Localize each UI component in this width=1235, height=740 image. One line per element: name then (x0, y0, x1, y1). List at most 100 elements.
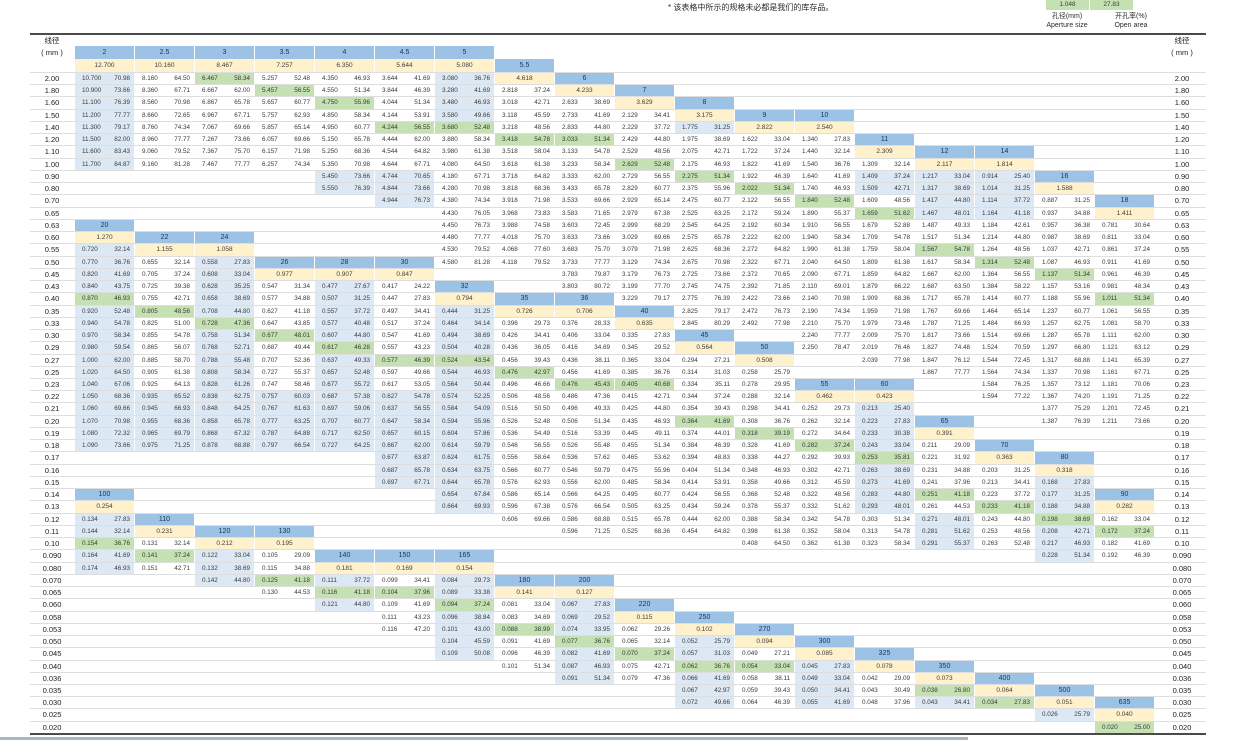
spec-cell-mesh65-d0.11: 0.281 51.62 (915, 525, 974, 538)
spec-cell-mesh35-d0.25: 0.476 42.97 (495, 366, 554, 378)
open-area-value: 74.58 (534, 221, 550, 229)
mesh-header-12: 12 (915, 146, 974, 158)
open-area-value: 61.38 (174, 368, 190, 376)
spec-cell-mesh28-d0.35: 0.557 37.72 (315, 305, 374, 317)
spec-cell-mesh20-d0.25: 1.020 64.50 (75, 366, 134, 378)
open-area-value: 70.98 (474, 185, 490, 193)
spec-cell-mesh14-d0.40: 1.414 60.77 (975, 293, 1034, 304)
aperture-value: 2.192 (742, 221, 758, 229)
aperture-value: 2.529 (622, 148, 638, 156)
spec-cell-mesh3-d1.40: 7.067 69.66 (195, 122, 254, 133)
aperture-value: 0.667 (382, 442, 398, 450)
aperture-value: 1.157 (1042, 283, 1058, 291)
open-area-value: 64.50 (774, 540, 790, 548)
open-area-value: 75.70 (534, 234, 550, 242)
aperture-value: 1.137 (1042, 270, 1058, 278)
pitch-cell-16: 1.588 (1035, 183, 1094, 195)
aperture-value: 0.594 (442, 417, 458, 425)
spec-cell-mesh8-d0.80: 2.375 55.96 (675, 183, 734, 194)
pitch-cell-110: 0.231 (135, 525, 194, 538)
open-area-value: 37.24 (774, 148, 790, 156)
open-area-value: 27.21 (774, 650, 790, 658)
spec-cell-mesh22-d0.20: 0.955 68.36 (135, 415, 194, 427)
aperture-value: 0.788 (202, 356, 218, 364)
open-area-value: 76.39 (714, 295, 730, 303)
aperture-value: 5.150 (322, 136, 338, 144)
spec-cell-mesh50-d0.20: 0.308 36.76 (735, 416, 794, 427)
spec-cell-mesh60-d0.18: 0.243 33.04 (855, 440, 914, 452)
aperture-value: 0.925 (142, 381, 158, 388)
spec-cell-mesh11-d0.90: 1.409 37.24 (855, 170, 914, 183)
spec-cell-mesh18-d0.43: 0.981 48.34 (1095, 281, 1154, 292)
pitch-cell-12: 2.117 (915, 158, 974, 170)
aperture-value: 0.861 (1102, 246, 1118, 254)
open-area-value: 64.88 (294, 429, 310, 437)
spec-cell-mesh65-d0.13: 0.261 44.53 (915, 501, 974, 512)
open-area-value: 53.62 (654, 454, 670, 462)
open-area-value: 53.91 (414, 111, 430, 119)
aperture-value: 2.833 (562, 123, 578, 131)
row-line (30, 194, 1206, 196)
open-area-value: 56.07 (174, 344, 190, 352)
spec-cell-mesh5.5-d1.40: 3.218 48.56 (495, 122, 554, 133)
row-line (30, 84, 1206, 86)
open-area-value: 61.38 (774, 527, 790, 535)
aperture-value: 0.141 (142, 552, 158, 560)
open-area-value: 72.45 (1014, 356, 1030, 364)
open-area-value: 29.09 (954, 442, 970, 450)
aperture-value: 1.922 (742, 172, 758, 180)
aperture-value: 0.049 (742, 650, 758, 658)
aperture-value: 0.456 (502, 356, 518, 364)
aperture-value: 0.328 (742, 442, 758, 450)
open-area-value: 37.72 (354, 307, 370, 315)
aperture-value: 0.544 (442, 368, 458, 376)
aperture-value: 1.879 (862, 283, 878, 291)
open-area-value: 73.83 (534, 209, 550, 217)
open-area-value: 57.62 (594, 454, 610, 462)
row-line (30, 145, 1206, 147)
aperture-value: 0.034 (982, 699, 998, 707)
aperture-value: 0.144 (82, 527, 98, 535)
spec-cell-mesh36-d0.15: 0.556 62.00 (555, 477, 614, 488)
spec-cell-mesh20-d0.18: 1.090 73.66 (75, 440, 134, 452)
spec-cell-mesh11-d0.27: 2.039 77.98 (855, 355, 914, 366)
aperture-value: 1.011 (1102, 295, 1118, 303)
wire-diameter-label-right: 0.63 (1174, 220, 1190, 230)
aperture-value: 0.858 (202, 417, 218, 425)
open-area-value: 34.88 (1074, 209, 1090, 217)
spec-cell-mesh10-d0.29: 2.250 78.47 (795, 342, 854, 353)
wire-diameter-label-left: 0.35 (44, 306, 60, 316)
spec-cell-mesh11-d0.45: 1.859 64.82 (855, 269, 914, 280)
spec-cell-mesh36-d0.18: 0.526 55.48 (555, 440, 614, 451)
aperture-value: 3.199 (622, 283, 638, 291)
aperture-value: 0.624 (442, 454, 458, 462)
aperture-value: 0.303 (862, 515, 878, 523)
open-area-value: 59.24 (714, 503, 730, 511)
spec-cell-mesh10-d0.70: 1.840 52.48 (795, 195, 854, 207)
aperture-value: 0.627 (262, 307, 278, 315)
open-area-value: 27.83 (834, 136, 850, 144)
open-area-value: 26.80 (954, 687, 970, 694)
aperture-value: 8.560 (142, 99, 158, 107)
spec-cell-mesh40-d0.21: 0.425 44.80 (615, 403, 674, 414)
aperture-value: 0.271 (922, 515, 938, 523)
mesh-header-325: 325 (855, 648, 914, 660)
spec-cell-mesh6-d1.10: 3.133 54.78 (555, 146, 614, 157)
pitch-cell-20: 1.270 (75, 232, 134, 244)
open-area-value: 43.75 (114, 283, 130, 291)
open-area-value: 51.34 (714, 466, 730, 474)
spec-cell-mesh35-d0.15: 0.576 62.93 (495, 477, 554, 488)
aperture-value: 0.208 (1042, 527, 1058, 535)
spec-cell-mesh325-d0.036: 0.042 29.09 (855, 673, 914, 684)
spec-cell-mesh130-d0.090: 0.105 29.09 (255, 550, 314, 561)
aperture-value: 2.022 (742, 185, 758, 193)
aperture-value: 1.111 (1102, 332, 1117, 340)
spec-cell-mesh3.5-d1.00: 6.257 74.34 (255, 159, 314, 170)
aperture-value: 0.464 (442, 319, 458, 327)
wire-diameter-label-right: 0.25 (1174, 367, 1190, 377)
aperture-value: 6.867 (202, 99, 218, 107)
spec-cell-mesh55-d0.16: 0.302 42.71 (795, 465, 854, 476)
wire-diameter-label-right: 0.23 (1174, 380, 1190, 389)
spec-cell-mesh3-d1.10: 7.367 75.70 (195, 146, 254, 157)
spec-cell-mesh7-d0.65: 2.979 67.38 (615, 208, 674, 219)
